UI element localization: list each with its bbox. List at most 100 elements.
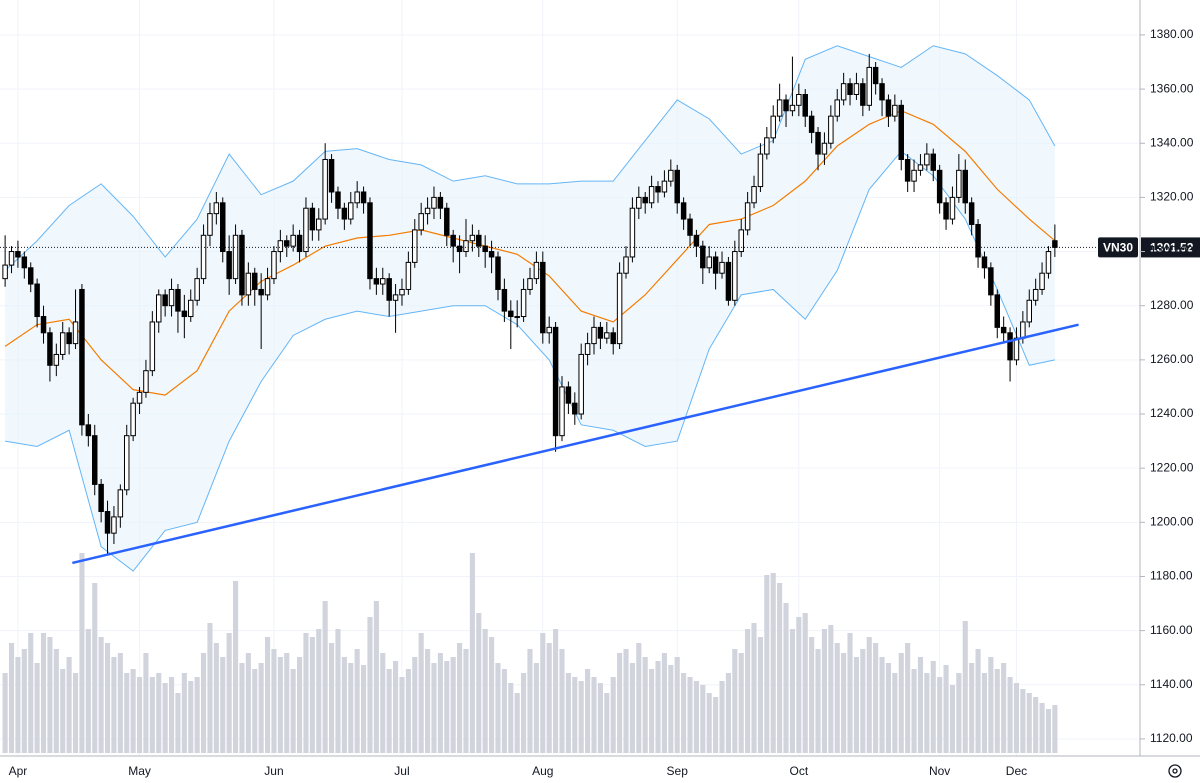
candle-body (1026, 299, 1033, 323)
volume-bar (636, 643, 642, 753)
volume-bar (284, 653, 290, 753)
volume-bar (79, 553, 85, 753)
candle-body (949, 196, 956, 220)
volume-bar (693, 681, 699, 753)
candle-body (591, 326, 597, 345)
volume-bar (501, 669, 507, 753)
candle-body (661, 180, 668, 193)
volume-bar (764, 575, 770, 753)
candle-body (53, 353, 60, 366)
volume-bar (969, 663, 975, 753)
y-tick-label: 1360.00 (1150, 81, 1194, 95)
volume-bar (661, 653, 667, 753)
volume-bar (232, 581, 239, 753)
volume-bar (719, 681, 725, 753)
volume-bar (143, 653, 149, 753)
volume-bar (815, 649, 821, 753)
volume-bar (290, 669, 296, 753)
volume-bar (937, 677, 943, 753)
price-tag (1141, 237, 1200, 258)
candle-body (149, 321, 156, 372)
volume-bar (604, 693, 610, 753)
candle-body (648, 186, 655, 204)
candle-body (757, 153, 764, 188)
candle-body (488, 251, 495, 258)
candle-body (418, 213, 424, 231)
candle-body (840, 83, 847, 101)
volume-bar (687, 677, 693, 753)
candle-body (616, 272, 623, 345)
volume-bar (572, 677, 578, 753)
settings-icon[interactable] (1168, 764, 1182, 778)
volume-bar (988, 657, 994, 753)
candle-body (1013, 337, 1020, 361)
candle-body (956, 169, 962, 198)
candle-body (168, 288, 175, 307)
volume-bar (546, 643, 552, 753)
candle-body (738, 229, 744, 253)
y-tick-label: 1160.00 (1150, 623, 1193, 637)
candle-body (296, 234, 303, 253)
volume-bar (450, 657, 456, 753)
candle-body (290, 234, 296, 247)
candle-body (130, 402, 136, 437)
volume-bar (956, 673, 962, 753)
volume-bar (700, 685, 706, 753)
volume-bar (508, 683, 514, 753)
candle-body (85, 424, 92, 437)
volume-bar (629, 663, 635, 753)
volume-bar (21, 649, 27, 753)
candle-body (501, 288, 508, 312)
settings-button[interactable] (1168, 764, 1182, 778)
axes: 1120.00 1140.00 1160.00 1180.00 1200.00 1220.… (9, 27, 1194, 778)
volume-bar (975, 649, 981, 753)
volume-bar (860, 649, 866, 753)
candle-body (360, 191, 367, 204)
volume-bar (309, 637, 315, 753)
volume-bar (34, 663, 40, 753)
candle-body (610, 332, 616, 345)
band-fill (5, 45, 1055, 572)
candle-body (284, 240, 290, 247)
volume-bar (156, 673, 162, 753)
candle-body (527, 278, 533, 290)
candle-body (143, 370, 149, 393)
volume-bar (393, 661, 399, 753)
volume-bar (277, 657, 283, 753)
volume-bar (322, 601, 328, 753)
candle-body (348, 202, 354, 220)
candle-body (943, 202, 949, 220)
volume-bar (745, 629, 751, 753)
candle-body (104, 510, 111, 534)
x-tick-label: Jul (394, 764, 409, 778)
volume-bar (841, 653, 847, 753)
candle-body (744, 202, 751, 231)
candle-body (79, 288, 85, 426)
volume-bar (226, 633, 232, 753)
candle-body (380, 278, 386, 285)
volume-bar (200, 653, 207, 753)
candle-body (732, 251, 738, 301)
x-tick-label: Jun (264, 764, 283, 778)
candle-body (802, 94, 808, 117)
y-tick-label: 1320.00 (1150, 190, 1194, 204)
y-tick-label: 1140.00 (1150, 677, 1193, 691)
candle-body (508, 310, 514, 318)
candle-body (815, 131, 821, 155)
volume-bar (1045, 709, 1052, 753)
candle-body (936, 169, 943, 204)
y-tick-label: 1340.00 (1150, 135, 1194, 149)
volume-bar (252, 669, 258, 753)
candle-body (642, 196, 648, 204)
volume-bar (527, 649, 533, 753)
volume-pane (2, 553, 1058, 753)
candle-body (988, 267, 994, 296)
candle-body (252, 272, 258, 290)
candle-body (693, 234, 700, 247)
y-tick-label: 1280.00 (1150, 298, 1194, 312)
volume-bar (981, 673, 988, 753)
volume-bar (866, 637, 872, 753)
volume-bar (994, 669, 1000, 753)
y-tick-label: 1180.00 (1150, 569, 1193, 583)
candle-body (674, 169, 680, 204)
